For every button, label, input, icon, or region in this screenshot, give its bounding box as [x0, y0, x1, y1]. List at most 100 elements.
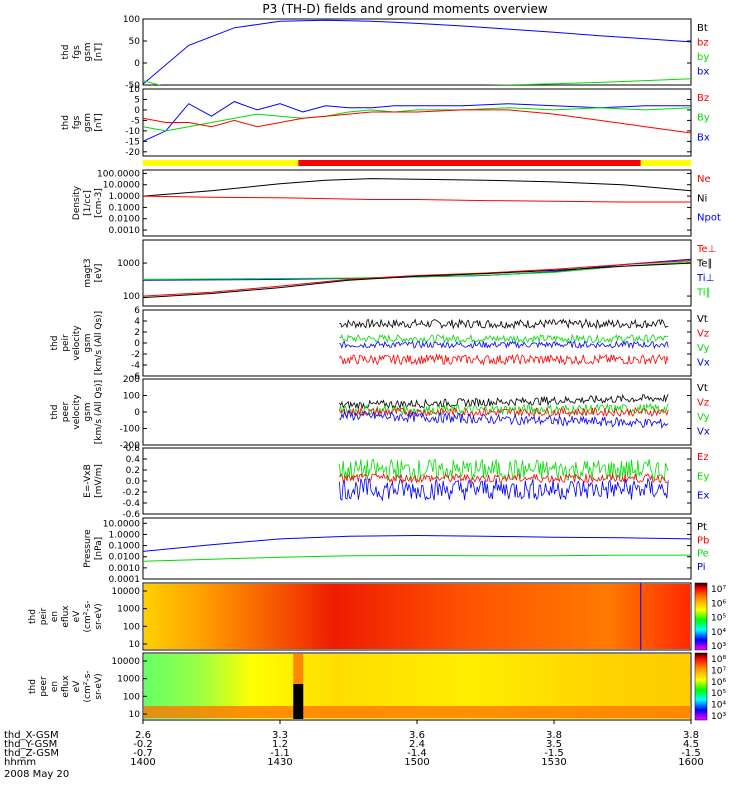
- y-axis-label: gsm: [83, 113, 93, 132]
- y-tick-label: 6: [134, 306, 140, 316]
- series-Ne: [143, 195, 691, 203]
- y-tick-label: 1000: [117, 675, 140, 685]
- y-axis-label: Pressure: [83, 529, 93, 568]
- panel-fgs: -50 0 50 100 thd fgs gsm [nT] Bt bz by bx: [61, 15, 709, 91]
- x-row-label: thd_Y-GSM: [4, 739, 57, 750]
- legend-Ni: Ni: [697, 193, 707, 204]
- panel-frame: [142, 88, 692, 157]
- y-axis-label: thd: [28, 609, 38, 624]
- y-tick-label: 100: [123, 15, 140, 25]
- y-tick-label: 0: [134, 106, 140, 116]
- series-Pe: [143, 554, 691, 562]
- series-group: [339, 318, 669, 366]
- colorbar-tick: 10⁴: [711, 628, 726, 638]
- y-tick-label: 10: [129, 85, 141, 95]
- series-group: [143, 101, 691, 142]
- x-tick-value: 1.2: [272, 739, 288, 750]
- legend-Pe: Pe: [697, 549, 709, 560]
- y-tick-label: 1000: [117, 259, 140, 269]
- figure-title: P3 (TH-D) fields and ground moments over…: [262, 2, 547, 16]
- y-axis-label: peir: [61, 334, 71, 352]
- y-tick-label: 4: [134, 317, 140, 327]
- panel-peer_velocity: -200 -100 0 100 200 thd peer velocity gsm [km/s (…: [50, 375, 710, 451]
- y-axis-label: (cm²-s-: [83, 670, 93, 702]
- data-gap: [293, 684, 304, 719]
- legend-Vz: Vz: [697, 329, 709, 340]
- legend-Vz: Vz: [697, 398, 709, 409]
- y-axis-label: eflux: [61, 675, 71, 698]
- y-tick-label: 0.0: [126, 477, 141, 487]
- y-tick-label: 100: [123, 392, 140, 402]
- y-axis-label: eV: [72, 680, 82, 693]
- y-tick-label: 0: [134, 339, 140, 349]
- y-axis-label: thd: [50, 405, 60, 420]
- y-axis-label: peer: [61, 401, 71, 422]
- y-tick-label: 100.0000: [97, 169, 140, 179]
- series-Vt: [339, 318, 669, 330]
- y-axis-label: [km/s (All Qs)]: [94, 380, 104, 444]
- y-axis-label: sr-eV): [94, 673, 104, 699]
- y-axis-label: thd: [61, 45, 71, 60]
- x-tick-value: -1.1: [270, 748, 290, 759]
- series-Pi: [143, 534, 691, 552]
- x-row-label: thd_Z-GSM: [4, 748, 59, 759]
- y-tick-label: -5: [131, 116, 140, 126]
- legend-Vy: Vy: [697, 412, 710, 423]
- y-axis-label: velocity: [72, 394, 82, 430]
- series-group: [143, 178, 691, 203]
- y-tick-label: 0: [134, 59, 140, 69]
- y-axis-label: gsm: [83, 402, 93, 421]
- x-tick-value: 3.5: [546, 739, 562, 750]
- low-energy-band: [144, 706, 690, 718]
- y-axis-label: E=-VxB: [83, 464, 93, 498]
- colorbar-tick: 10³: [711, 712, 726, 722]
- y-tick-label: -0.6: [122, 510, 140, 520]
- y-tick-label: 0.1000: [109, 542, 141, 552]
- legend-bx: bx: [697, 67, 709, 78]
- y-axis-label: [nT]: [94, 43, 104, 61]
- y-axis-label: gsm: [83, 42, 93, 61]
- region-segment: [143, 160, 299, 166]
- series-group: [143, 534, 691, 562]
- y-axis-label: fgs: [72, 45, 82, 59]
- x-row-label: hhmm: [4, 757, 36, 768]
- y-tick-label: 100: [123, 622, 140, 632]
- y-tick-label: 0.0010: [109, 226, 141, 236]
- y-tick-label: -200: [120, 441, 141, 451]
- x-tick-value: 3.8: [546, 730, 562, 741]
- y-axis-label: thd: [28, 679, 38, 694]
- x-tick-value: -0.7: [133, 748, 153, 759]
- y-tick-label: 0.4: [126, 455, 141, 465]
- y-axis-label: peir: [39, 607, 49, 625]
- y-tick-label: -0.2: [122, 488, 140, 498]
- x-tick-value: 4.5: [683, 739, 699, 750]
- series-Ex: [339, 477, 669, 502]
- y-axis-label: magt3: [83, 258, 93, 287]
- series-Ni: [143, 178, 691, 197]
- y-axis-label: [1/cc]: [83, 190, 93, 216]
- series-Bx: [143, 101, 691, 142]
- legend-Npot: Npot: [697, 213, 721, 224]
- colorbar-tick: 10⁷: [711, 666, 726, 676]
- y-tick-label: 1.0000: [109, 530, 141, 540]
- y-tick-label: 0.0010: [109, 564, 141, 574]
- series-Vx: [339, 409, 669, 429]
- colorbar-tick: 10⁵: [711, 614, 726, 624]
- legend-Bx: Bx: [697, 132, 710, 143]
- series-group: [339, 393, 669, 429]
- region-segment: [298, 160, 641, 166]
- x-row-label: thd_X-GSM: [4, 730, 59, 741]
- y-tick-label: 100: [123, 292, 140, 302]
- x-tick-value: 1530: [541, 757, 566, 768]
- y-tick-label: 10000: [111, 587, 140, 597]
- y-tick-label: -2: [131, 350, 140, 360]
- x-tick-value: 2.4: [409, 739, 425, 750]
- panel-frame: [142, 239, 692, 307]
- y-tick-label: 10.0000: [103, 181, 140, 191]
